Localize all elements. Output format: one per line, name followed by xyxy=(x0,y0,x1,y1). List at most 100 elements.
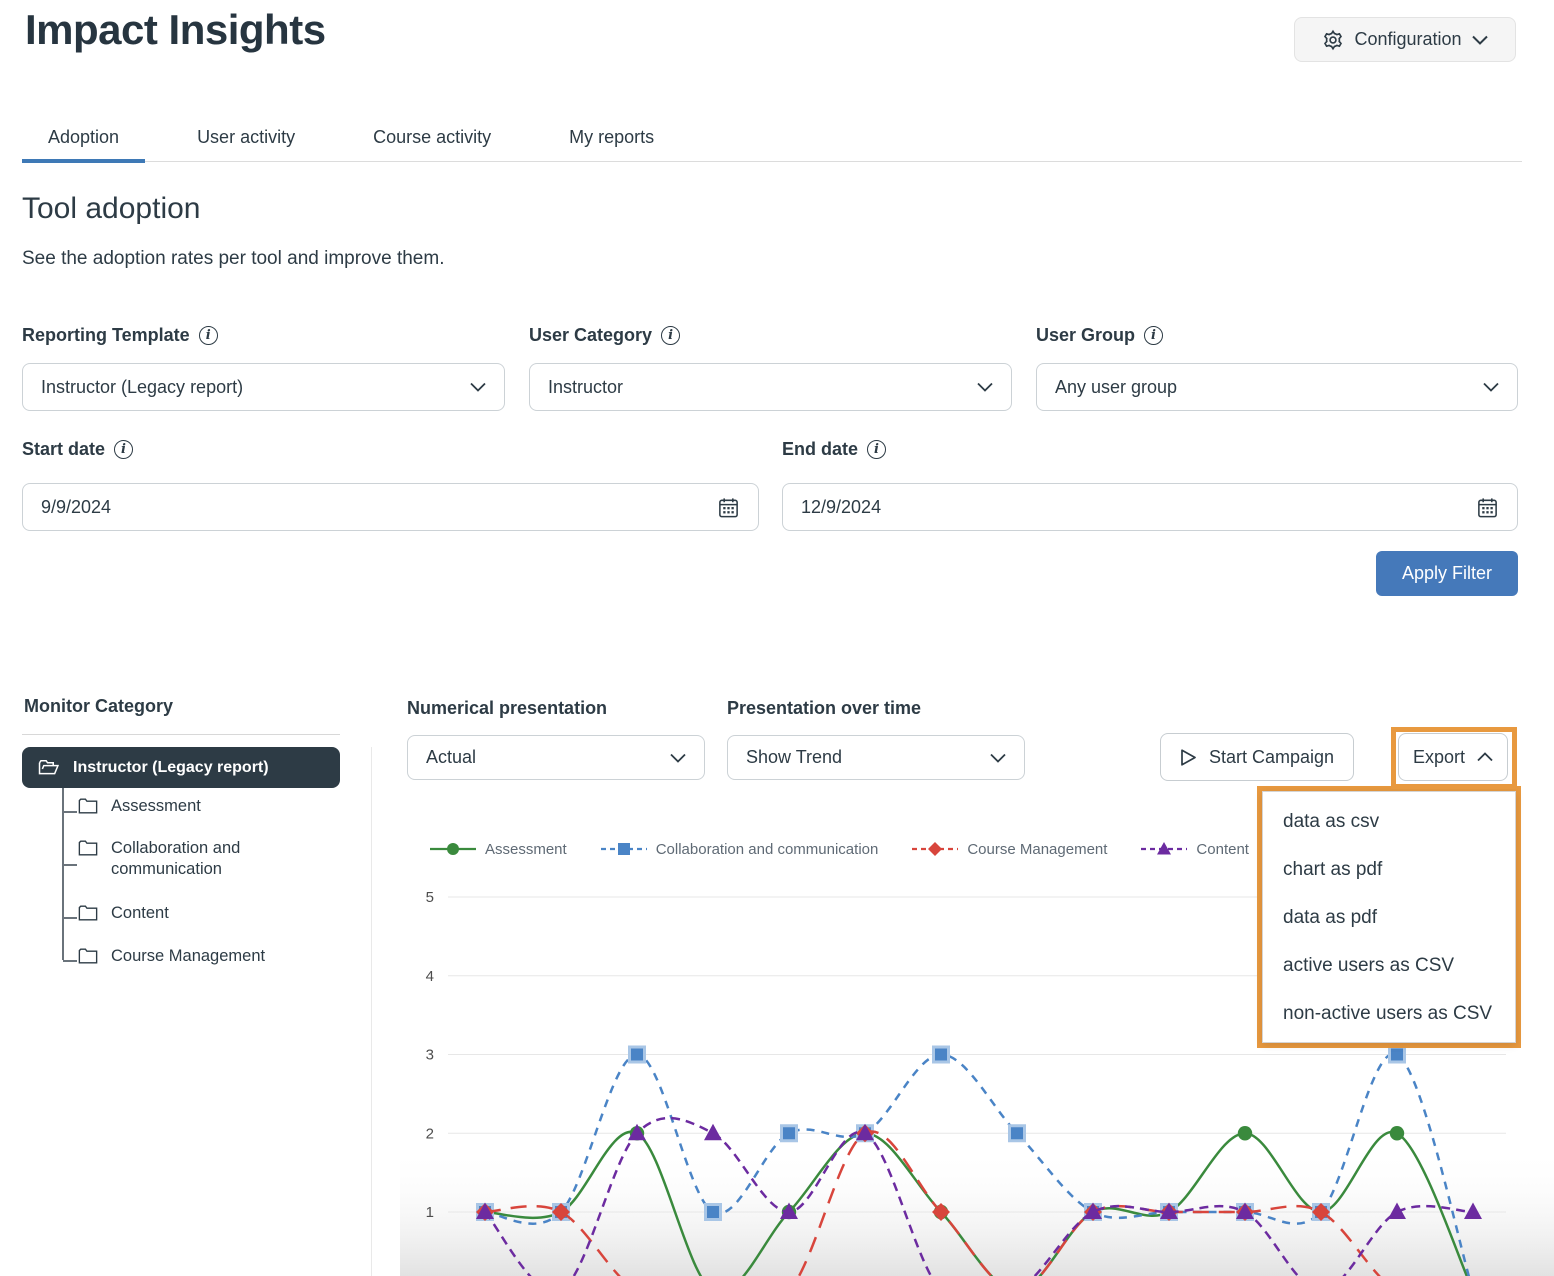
play-icon xyxy=(1181,748,1196,766)
chevron-down-icon xyxy=(470,382,486,392)
tab-adoption[interactable]: Adoption xyxy=(22,113,146,163)
numerical-presentation-label: Numerical presentation xyxy=(407,698,608,718)
reporting-template-label: Reporting Template i xyxy=(22,325,218,346)
user-category-select[interactable]: Instructor xyxy=(529,363,1012,411)
start-campaign-button[interactable]: Start Campaign xyxy=(1160,733,1354,781)
series-marker[interactable] xyxy=(1008,1124,1026,1143)
gear-icon xyxy=(1322,29,1344,51)
series-marker[interactable] xyxy=(628,1123,646,1141)
chart-legend: Assessment Collaboration and communicatio… xyxy=(430,838,1249,860)
y-axis-tick-label: 3 xyxy=(426,1047,434,1064)
series-marker[interactable] xyxy=(704,1203,722,1221)
legend-label: Collaboration and communication xyxy=(655,840,879,858)
panel-divider xyxy=(371,747,372,1276)
tree-item-content[interactable]: Content xyxy=(78,903,328,924)
tree-item-label: Assessment xyxy=(111,797,201,815)
series-marker[interactable] xyxy=(1084,1202,1102,1220)
legend-item-collaboration-and-communication[interactable]: Collaboration and communication xyxy=(600,840,879,858)
legend-label: Content xyxy=(1196,840,1249,858)
series-marker[interactable] xyxy=(932,1203,950,1221)
reporting-template-select[interactable]: Instructor (Legacy report) xyxy=(22,363,505,411)
tree-root-instructor-legacy-report[interactable]: Instructor (Legacy report) xyxy=(22,747,340,788)
section-subtitle: See the adoption rates per tool and impr… xyxy=(22,248,445,269)
calendar-icon[interactable] xyxy=(717,496,740,519)
calendar-icon[interactable] xyxy=(1476,496,1499,519)
tab-course-activity[interactable]: Course activity xyxy=(373,126,492,147)
tree-item-collaboration-and-communication[interactable]: Collaboration and communication xyxy=(78,838,328,880)
series-marker[interactable] xyxy=(932,1045,950,1064)
y-axis-tick-label: 4 xyxy=(426,968,434,985)
tab-bar: Adoption User activity Course activity M… xyxy=(22,113,1522,163)
tree-item-course-management[interactable]: Course Management xyxy=(78,946,328,967)
apply-filter-button[interactable]: Apply Filter xyxy=(1376,551,1518,596)
series-marker[interactable] xyxy=(1237,1126,1253,1141)
configuration-button[interactable]: Configuration xyxy=(1294,17,1516,62)
numerical-presentation-select[interactable]: Actual xyxy=(407,735,705,780)
legend-item-assessment[interactable]: Assessment xyxy=(430,840,567,858)
user-category-label: User Category i xyxy=(529,325,681,346)
start-date-input[interactable]: 9/9/2024 xyxy=(22,483,759,531)
series-marker[interactable] xyxy=(856,1123,874,1141)
series-marker[interactable] xyxy=(552,1203,570,1221)
tree-connector xyxy=(63,811,77,813)
series-marker[interactable] xyxy=(1236,1202,1254,1220)
tree-connector xyxy=(63,960,77,962)
end-date-input[interactable]: 12/9/2024 xyxy=(782,483,1518,531)
tree-connector xyxy=(63,864,77,866)
export-menu-item-data-as-pdf[interactable]: data as pdf xyxy=(1283,907,1378,928)
series-marker[interactable] xyxy=(1464,1202,1482,1220)
series-marker[interactable] xyxy=(476,1202,494,1220)
chevron-down-icon xyxy=(670,753,686,763)
info-icon[interactable]: i xyxy=(1144,326,1164,345)
legend-marker-icon xyxy=(600,843,647,855)
chevron-down-icon xyxy=(1483,382,1499,392)
series-marker[interactable] xyxy=(628,1045,646,1064)
info-icon[interactable]: i xyxy=(661,326,681,345)
start-date-label: Start date i xyxy=(22,439,134,460)
series-marker[interactable] xyxy=(1388,1202,1406,1220)
export-menu-item-data-as-csv[interactable]: data as csv xyxy=(1283,811,1380,832)
info-icon[interactable]: i xyxy=(114,440,134,459)
series-marker[interactable] xyxy=(1160,1202,1178,1220)
legend-item-course-management[interactable]: Course Management xyxy=(912,840,1107,858)
series-marker[interactable] xyxy=(780,1124,798,1143)
series-marker[interactable] xyxy=(704,1123,722,1141)
y-axis-tick-label: 1 xyxy=(426,1204,434,1221)
user-group-select[interactable]: Any user group xyxy=(1036,363,1518,411)
folder-icon xyxy=(78,840,98,856)
series-marker[interactable] xyxy=(1388,1045,1406,1064)
legend-marker-icon xyxy=(1141,842,1188,855)
series-marker[interactable] xyxy=(1389,1126,1405,1141)
export-menu: data as csv chart as pdf data as pdf active… xyxy=(1257,786,1521,1048)
export-button[interactable]: Export xyxy=(1398,733,1508,781)
legend-label: Assessment xyxy=(485,840,567,858)
series-line xyxy=(484,1130,1382,1276)
page-title: Impact Insights xyxy=(25,6,326,53)
chevron-down-icon xyxy=(990,753,1006,763)
series-line xyxy=(484,1052,1471,1276)
export-menu-item-active-users-as-csv[interactable]: active users as CSV xyxy=(1283,955,1455,976)
tree-item-assessment[interactable]: Assessment xyxy=(78,796,328,817)
export-menu-item-chart-as-pdf[interactable]: chart as pdf xyxy=(1283,859,1383,880)
tree-item-label: Collaboration and communication xyxy=(111,839,241,878)
info-icon[interactable]: i xyxy=(198,326,218,345)
tab-user-activity[interactable]: User activity xyxy=(197,126,296,147)
series-marker[interactable] xyxy=(1312,1203,1330,1221)
export-menu-item-non-active-users-as-csv[interactable]: non-active users as CSV xyxy=(1283,1003,1493,1024)
legend-label: Course Management xyxy=(967,840,1108,858)
series-marker[interactable] xyxy=(780,1202,798,1220)
line-chart: 1 2 3 4 5 xyxy=(400,889,1554,1276)
presentation-over-time-label: Presentation over time xyxy=(727,698,922,718)
legend-marker-icon xyxy=(912,842,959,856)
chevron-down-icon xyxy=(1471,35,1488,45)
presentation-over-time-select[interactable]: Show Trend xyxy=(727,735,1025,780)
folder-icon xyxy=(78,905,98,921)
y-axis-tick-label: 2 xyxy=(426,1125,434,1142)
folder-icon xyxy=(78,798,98,814)
tree-item-label: Content xyxy=(111,904,169,922)
tab-my-reports[interactable]: My reports xyxy=(569,126,655,147)
info-icon[interactable]: i xyxy=(867,440,887,459)
configuration-label: Configuration xyxy=(1354,29,1462,49)
legend-item-content[interactable]: Content xyxy=(1141,840,1249,858)
